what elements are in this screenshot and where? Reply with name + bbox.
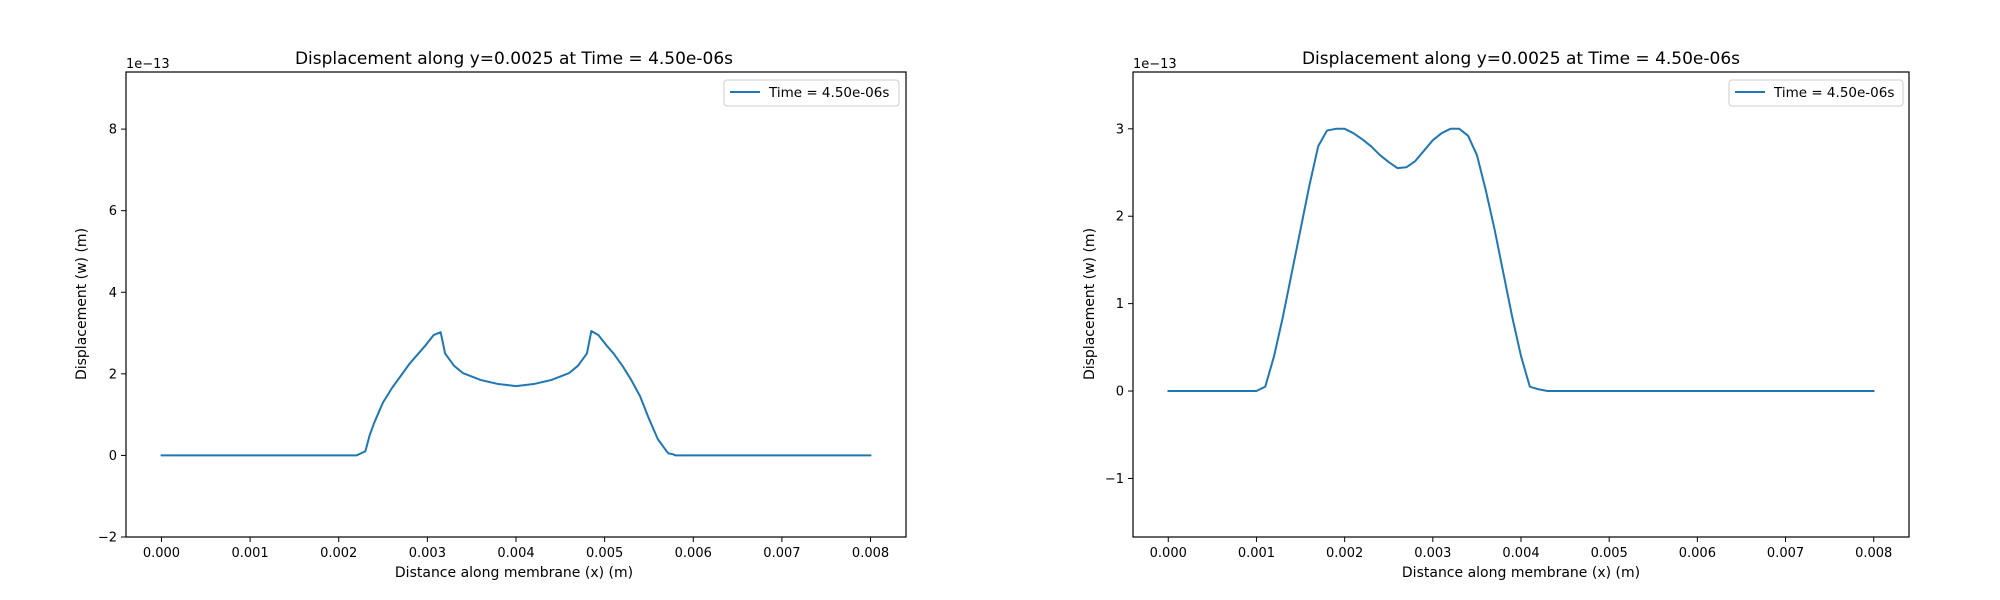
- x-tick-label: 0.004: [497, 546, 534, 561]
- x-tick-label: 0.001: [231, 546, 268, 561]
- x-tick-label: 0.005: [586, 546, 623, 561]
- y-offset-label: 1e−13: [1133, 57, 1177, 72]
- x-tick-label: 0.003: [1414, 546, 1451, 561]
- x-tick-label: 0.000: [1150, 546, 1187, 561]
- y-tick-label: 2: [109, 367, 117, 382]
- series-line: [1167, 127, 1875, 393]
- x-tick-label: 0.003: [409, 546, 446, 561]
- y-axis-label: Displacement (w) (m): [1082, 228, 1098, 380]
- x-tick-label: 0.001: [1238, 546, 1275, 561]
- plot-area: [160, 330, 872, 457]
- x-tick-label: 0.000: [143, 546, 180, 561]
- legend: Time = 4.50e-06s: [723, 79, 900, 107]
- chart-right: Displacement along y=0.0025 at Time = 4.…: [1082, 49, 1910, 581]
- y-tick-label: 0: [1116, 385, 1124, 400]
- chart-title: Displacement along y=0.0025 at Time = 4.…: [1302, 49, 1740, 69]
- y-offset-label: 1e−13: [126, 57, 170, 72]
- legend-label: Time = 4.50e-06s: [768, 85, 889, 101]
- legend-label: Time = 4.50e-06s: [1773, 85, 1894, 101]
- chart-title: Displacement along y=0.0025 at Time = 4.…: [295, 49, 733, 69]
- x-tick-label: 0.006: [1679, 546, 1716, 561]
- x-tick-label: 0.005: [1591, 546, 1628, 561]
- plot-area: [1167, 127, 1875, 393]
- y-tick-label: −1: [1105, 472, 1124, 487]
- chart-left: Displacement along y=0.0025 at Time = 4.…: [74, 49, 907, 581]
- axes-frame: [125, 71, 907, 538]
- y-tick-label: 2: [1116, 210, 1124, 225]
- x-tick-label: 0.004: [1502, 546, 1539, 561]
- x-tick-label: 0.007: [1767, 546, 1804, 561]
- axes-frame: [1132, 71, 1910, 538]
- x-tick-label: 0.002: [320, 546, 357, 561]
- legend: Time = 4.50e-06s: [1728, 79, 1904, 107]
- x-tick-label: 0.006: [675, 546, 712, 561]
- series-line: [160, 330, 872, 457]
- x-tick-label: 0.008: [1855, 546, 1892, 561]
- x-tick-label: 0.002: [1326, 546, 1363, 561]
- x-tick-label: 0.007: [763, 546, 800, 561]
- y-tick-label: 6: [109, 204, 117, 219]
- axis-ticks: 0.000 0.001 0.002 0.003 0.004 0.005 0.006 0.007…: [1105, 122, 1893, 561]
- x-axis-label: Distance along membrane (x) (m): [395, 565, 633, 581]
- y-tick-label: 8: [109, 123, 117, 138]
- legend-box: [723, 79, 900, 107]
- y-axis-label: Displacement (w) (m): [74, 228, 90, 380]
- legend-box: [1728, 79, 1904, 107]
- axis-ticks: 0.000 0.001 0.002 0.003 0.004 0.005 0.006 0.007…: [98, 123, 889, 561]
- y-tick-label: 3: [1116, 122, 1124, 137]
- x-axis-label: Distance along membrane (x) (m): [1402, 565, 1640, 581]
- y-tick-label: 1: [1116, 297, 1124, 312]
- x-tick-label: 0.008: [852, 546, 889, 561]
- y-tick-label: 4: [109, 286, 117, 301]
- y-tick-label: −2: [98, 531, 117, 546]
- y-tick-label: 0: [109, 449, 117, 464]
